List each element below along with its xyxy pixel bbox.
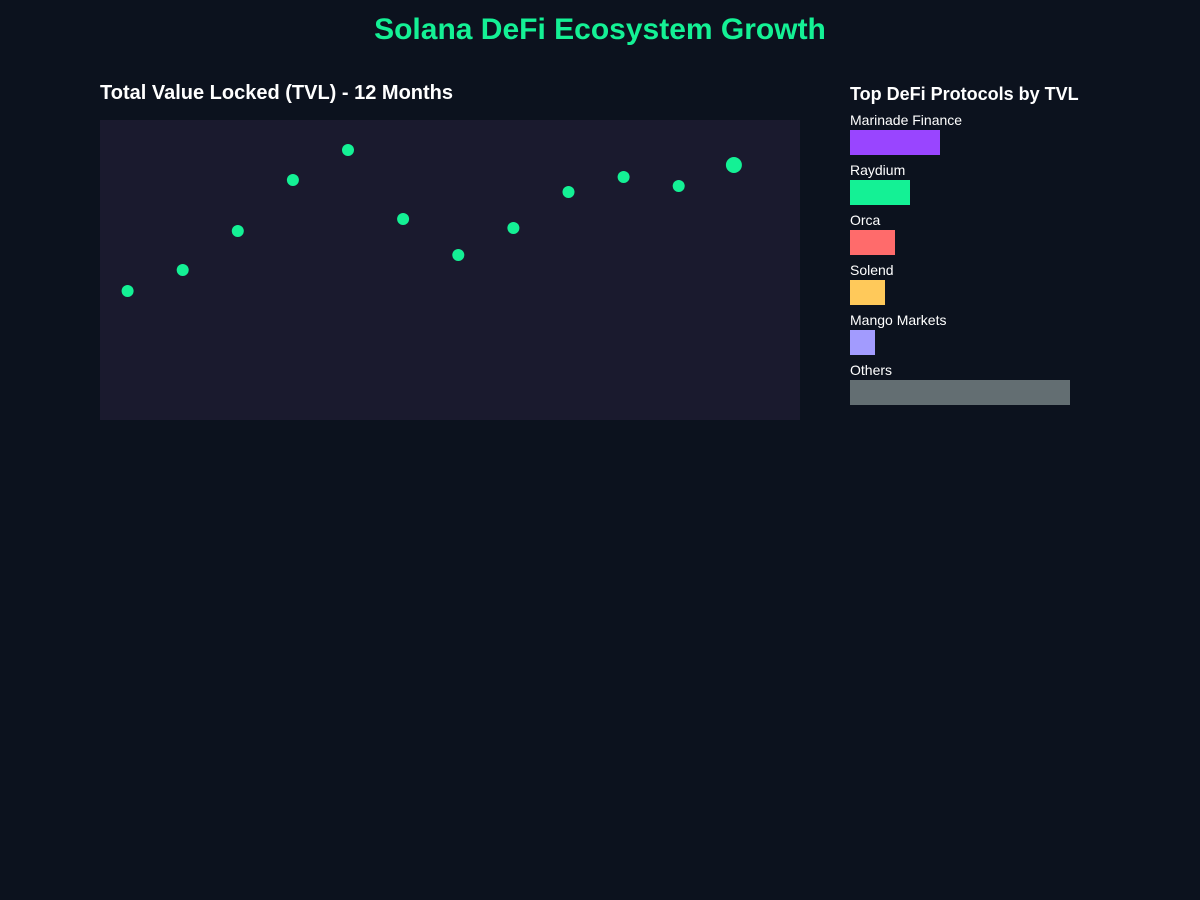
protocol-item: Solend [850, 260, 1170, 310]
data-point[interactable] [342, 144, 354, 156]
tvl-chart-title: Total Value Locked (TVL) - 12 Months [100, 82, 453, 104]
page-title: Solana DeFi Ecosystem Growth [374, 13, 826, 46]
protocol-bar[interactable] [850, 130, 940, 155]
data-point[interactable] [672, 180, 685, 192]
protocol-bar[interactable] [850, 280, 885, 305]
data-point[interactable] [562, 186, 575, 198]
chart-points-group [121, 144, 742, 297]
data-point[interactable] [617, 171, 630, 183]
protocol-label: Marinade Finance [850, 112, 963, 128]
protocol-item: Raydium [850, 160, 1170, 210]
protocol-list: Marinade Finance Raydium Orca Solend Mango M… [850, 110, 1170, 410]
protocol-bar[interactable] [850, 380, 1070, 405]
data-point[interactable] [397, 213, 410, 225]
data-point[interactable] [231, 225, 244, 237]
protocol-label: Solend [850, 262, 894, 278]
protocol-item: Marinade Finance [850, 110, 1170, 160]
data-point[interactable] [286, 174, 299, 186]
data-point[interactable] [507, 222, 520, 234]
protocol-bar[interactable] [850, 330, 875, 355]
tvl-scatter-chart [100, 120, 800, 420]
protocol-item: Mango Markets [850, 310, 1170, 360]
protocol-bar[interactable] [850, 230, 895, 255]
protocol-item: Others [850, 360, 1170, 410]
protocols-panel: Top DeFi Protocols by TVL Marinade Finan… [850, 82, 1170, 410]
protocol-label: Orca [850, 212, 881, 228]
data-point[interactable] [121, 285, 134, 297]
data-point[interactable] [452, 249, 465, 261]
data-point-latest[interactable] [725, 157, 742, 173]
protocol-bar[interactable] [850, 180, 910, 205]
protocol-item: Orca [850, 210, 1170, 260]
chart-background [100, 120, 800, 420]
protocol-label: Mango Markets [850, 312, 947, 328]
protocol-label: Others [850, 362, 893, 378]
data-point[interactable] [176, 264, 189, 276]
protocol-label: Raydium [850, 162, 906, 178]
protocols-title: Top DeFi Protocols by TVL [850, 84, 1079, 104]
